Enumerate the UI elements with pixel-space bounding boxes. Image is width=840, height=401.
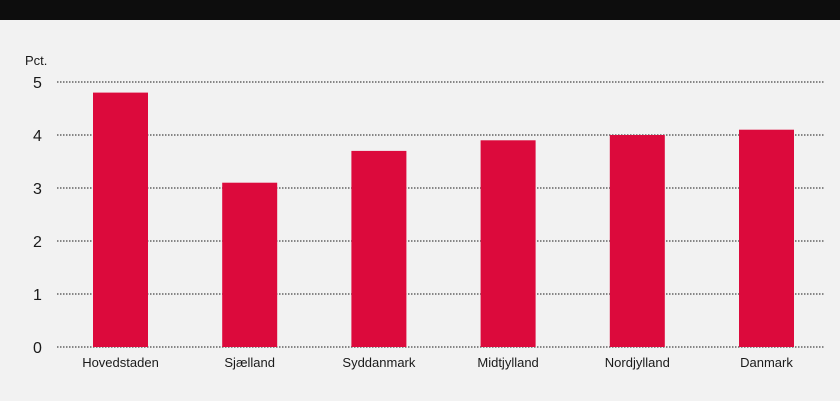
x-axis-ticks: Hovedstaden Sjælland Syddanmark Midtjylland… [82, 355, 793, 370]
x-tick-label: Danmark [740, 355, 793, 370]
x-tick-label: Nordjylland [605, 355, 670, 370]
x-tick-label: Midtjylland [477, 355, 538, 370]
bar-sjælland [222, 182, 278, 347]
y-tick-label: 3 [33, 181, 42, 198]
gridlines [57, 81, 825, 348]
bar-hovedstaden [93, 92, 148, 347]
y-tick-label: 1 [33, 287, 42, 304]
y-axis-label: Pct. [25, 53, 47, 68]
x-tick-label: Sjælland [224, 355, 275, 370]
header-bar [0, 0, 840, 20]
x-tick-label: Syddanmark [342, 355, 415, 370]
chart-container: Pct. 0 1 2 3 4 5 Hovedstaden Sjælland Syddanmar… [0, 20, 840, 396]
bar-syddanmark [351, 150, 407, 347]
bar-chart: Pct. 0 1 2 3 4 5 Hovedstaden Sjælland Syddanmar… [25, 53, 825, 370]
x-tick-label: Hovedstaden [82, 355, 159, 370]
y-tick-label: 4 [33, 128, 42, 145]
y-tick-label: 0 [33, 340, 42, 357]
y-tick-label: 2 [33, 234, 42, 251]
bar-nordjylland [609, 135, 665, 347]
y-axis-ticks: 0 1 2 3 4 5 [33, 75, 42, 357]
bar-midtjylland [480, 140, 536, 347]
bars [93, 92, 794, 347]
y-tick-label: 5 [33, 75, 42, 92]
bar-danmark [739, 129, 794, 347]
